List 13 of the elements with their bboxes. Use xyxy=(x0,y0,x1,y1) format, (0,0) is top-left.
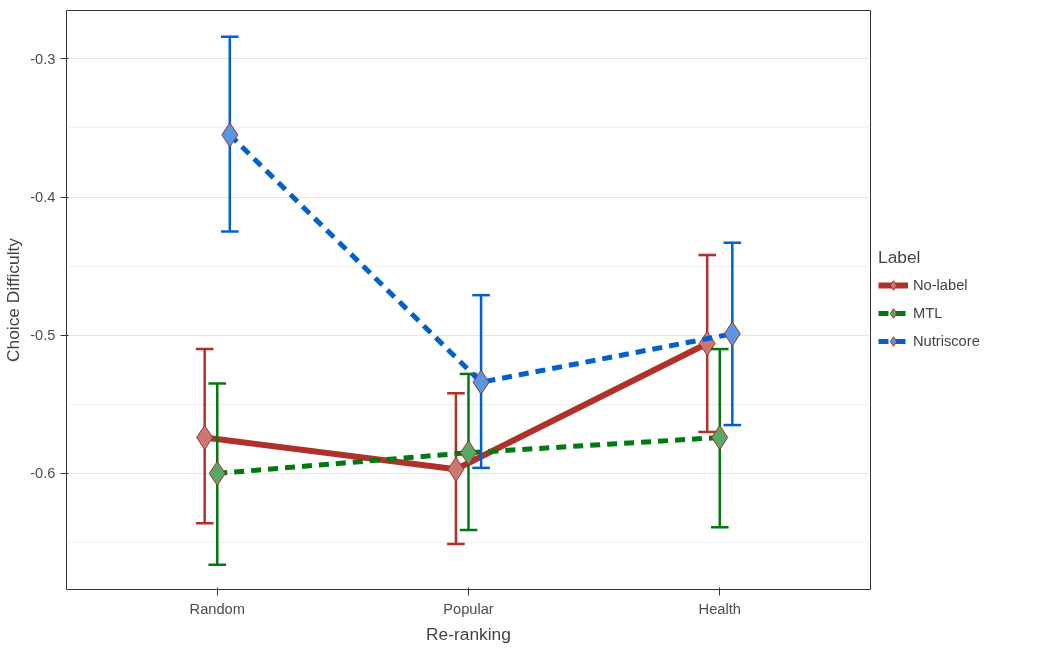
y-tick-label: -0.4 xyxy=(30,189,56,206)
legend-label: Nutriscore xyxy=(913,332,980,349)
x-tick-label: Random xyxy=(189,600,245,617)
y-tick-label: -0.3 xyxy=(30,50,56,67)
x-tick-label: Popular xyxy=(443,600,494,617)
x-axis-title: Re-ranking xyxy=(426,623,511,644)
y-tick-label: -0.5 xyxy=(30,327,56,344)
x-tick-label: Health xyxy=(698,600,741,617)
legend-label: MTL xyxy=(913,304,943,321)
legend-label: No-label xyxy=(913,276,968,293)
y-axis-title: Choice Difficulty xyxy=(3,237,24,362)
legend-title: Label xyxy=(878,246,922,268)
y-tick-label: -0.6 xyxy=(30,465,56,482)
